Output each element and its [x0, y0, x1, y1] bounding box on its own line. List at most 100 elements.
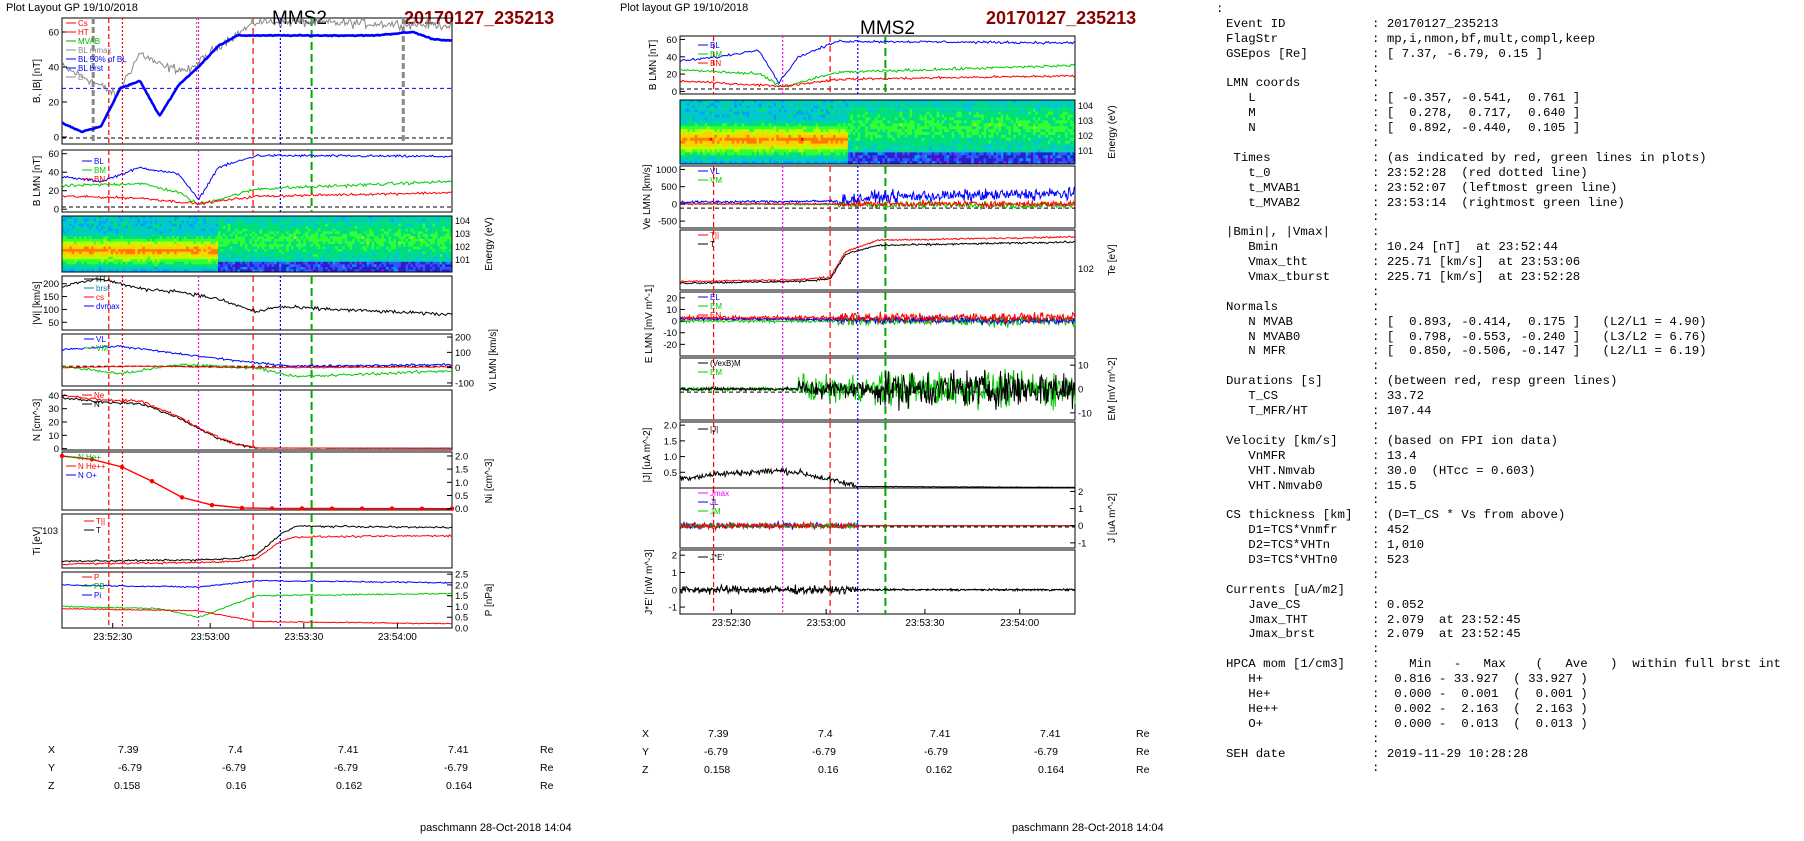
- spectrogram-cell: [154, 256, 158, 260]
- spectrogram-cell: [98, 221, 102, 225]
- spectrogram-cell: [449, 254, 453, 258]
- spectrogram-cell: [264, 236, 268, 240]
- spectrogram-cell: [261, 241, 265, 245]
- spectrogram-cell: [140, 226, 143, 230]
- spectrogram-cell: [222, 221, 226, 225]
- spectrogram-cell: [447, 256, 450, 260]
- spectrogram-cell: [166, 269, 170, 273]
- spectrogram-cell: [788, 146, 792, 150]
- spectrogram-cell: [210, 238, 214, 242]
- ylabel-pressure: P [nPa]: [484, 583, 495, 616]
- spectrogram-cell: [261, 226, 265, 230]
- spectrogram-cell: [442, 266, 446, 270]
- spectrogram-cell: [308, 231, 312, 235]
- spectrogram-cell: [252, 233, 255, 237]
- spectrogram-cell: [420, 236, 424, 240]
- spectrogram-cell: [203, 241, 207, 245]
- spectrogram-cell: [444, 246, 448, 250]
- spectrogram-cell: [391, 269, 394, 273]
- spectrogram-cell: [366, 251, 370, 255]
- spectrogram-cell: [237, 231, 241, 235]
- spectrogram-cell: [709, 132, 713, 136]
- spectrogram-cell: [422, 249, 426, 253]
- spectrogram-cell: [161, 244, 165, 247]
- spectrogram-cell: [135, 226, 138, 230]
- spectrogram-cell: [69, 256, 73, 260]
- spectrogram-cell: [773, 129, 777, 133]
- spectrogram-cell: [420, 216, 424, 219]
- spectrogram-cell: [313, 251, 316, 255]
- spectrogram-cell: [386, 236, 390, 240]
- spectrogram-cell: [183, 249, 187, 253]
- spectrogram-cell: [191, 254, 195, 258]
- spectrogram-cell: [154, 226, 158, 230]
- spectrogram-cell: [320, 259, 324, 263]
- spectrogram-cell: [376, 249, 380, 253]
- spectrogram-cell: [680, 105, 683, 110]
- spectrogram-cell: [232, 241, 236, 245]
- spectrogram-cell: [259, 216, 263, 219]
- spectrogram-cell: [159, 269, 163, 273]
- spectrogram-cell: [198, 246, 202, 250]
- spectrogram-cell: [222, 218, 226, 222]
- spectrogram-cell: [415, 226, 419, 230]
- spectrogram-cell: [274, 216, 277, 219]
- spectrogram-cell: [405, 256, 409, 260]
- spectrogram-cell: [371, 251, 375, 255]
- spectrogram-cell: [103, 233, 107, 237]
- spectrogram-cell: [276, 269, 280, 273]
- spectrogram-cell: [330, 218, 333, 222]
- spectrogram-cell: [130, 221, 134, 225]
- spectrogram-cell: [374, 269, 377, 273]
- spectrogram-cell: [247, 266, 251, 270]
- spectrogram-cell: [183, 231, 187, 235]
- spectrogram-cell: [283, 266, 287, 270]
- spectrogram-cell: [744, 117, 748, 121]
- spectrogram-cell: [783, 140, 787, 145]
- spectrogram-cell: [684, 108, 688, 113]
- spectrogram-cell: [259, 259, 263, 263]
- spectrogram-cell: [724, 149, 728, 153]
- spectrogram-cell: [684, 134, 688, 139]
- spectrogram-cell: [449, 216, 453, 219]
- spectrogram-cell: [709, 161, 713, 165]
- spectrogram-cell: [225, 259, 229, 263]
- spectrogram-cell: [198, 223, 202, 227]
- spectrogram-cell: [142, 264, 146, 268]
- spectrogram-cell: [62, 261, 65, 265]
- spectrogram-cell: [115, 266, 119, 270]
- spectrogram-cell: [266, 216, 270, 219]
- spectrogram-cell: [791, 143, 794, 147]
- spectrogram-cell: [283, 223, 287, 227]
- spectrogram-cell: [174, 264, 177, 268]
- spectrogram-cell: [110, 228, 114, 232]
- spectrogram-cell: [800, 129, 804, 133]
- spectrogram-cell: [81, 251, 85, 255]
- spectrogram-cell: [208, 241, 212, 245]
- spectrogram-cell: [751, 161, 755, 165]
- spectrogram-cell: [692, 152, 696, 156]
- spectrogram-cell: [388, 223, 392, 227]
- spectrogram-cell: [130, 233, 134, 237]
- spectrogram-cell: [697, 126, 701, 130]
- spectrogram-cell: [778, 146, 782, 150]
- spectrogram-cell: [227, 241, 231, 245]
- spectrogram-cell: [449, 259, 453, 263]
- spectrogram-cell: [91, 249, 95, 253]
- spectrogram-cell: [771, 117, 775, 121]
- spectrogram-cell: [79, 266, 82, 270]
- spectrogram-cell: [741, 120, 745, 124]
- spectrogram-cell: [315, 261, 319, 265]
- spectrogram-cell: [176, 236, 180, 240]
- spectrogram-cell: [754, 137, 757, 142]
- spectrogram-cell: [305, 254, 309, 258]
- spectrogram-cell: [130, 223, 134, 227]
- spectrogram-cell: [704, 100, 708, 104]
- spectrogram-cell: [759, 117, 762, 121]
- spectrogram-cell: [699, 132, 703, 136]
- spectrogram-cell: [434, 221, 438, 225]
- spectrogram-cell: [254, 251, 258, 255]
- spectrogram-cell: [152, 269, 156, 273]
- spectrogram-cell: [810, 105, 814, 110]
